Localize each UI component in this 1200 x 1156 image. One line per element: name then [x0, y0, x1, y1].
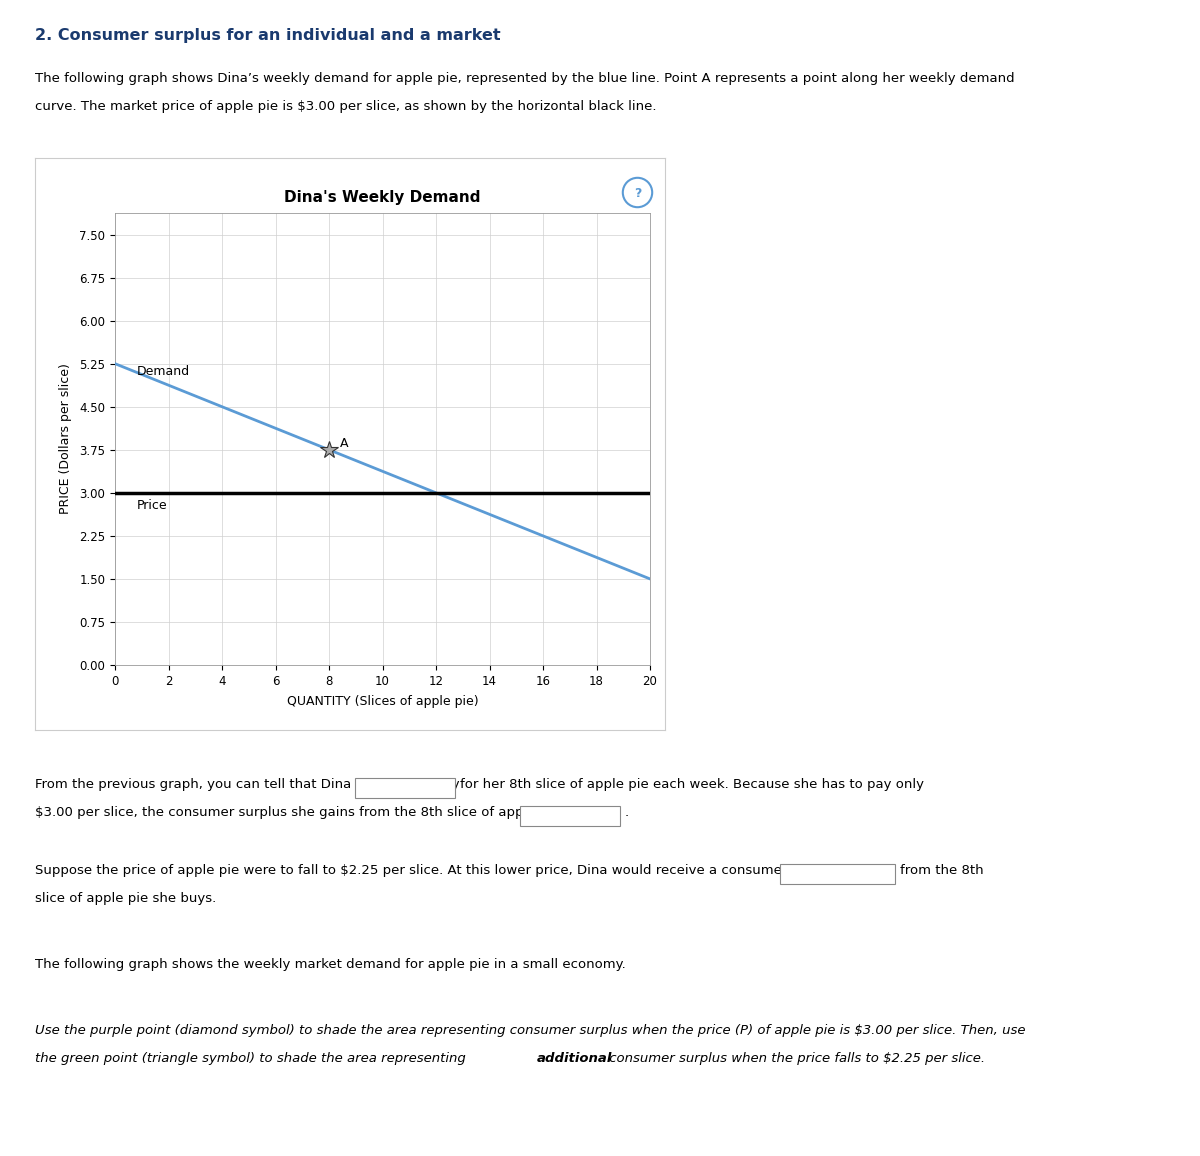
Text: A: A — [340, 437, 348, 450]
Text: Suppose the price of apple pie were to fall to $2.25 per slice. At this lower pr: Suppose the price of apple pie were to f… — [35, 864, 857, 877]
FancyBboxPatch shape — [520, 806, 620, 827]
FancyBboxPatch shape — [780, 864, 895, 884]
Text: Price: Price — [137, 499, 167, 512]
Text: Use the purple point (diamond symbol) to shade the area representing consumer su: Use the purple point (diamond symbol) to… — [35, 1024, 1026, 1037]
Text: consumer surplus when the price falls to $2.25 per slice.: consumer surplus when the price falls to… — [605, 1052, 985, 1065]
FancyBboxPatch shape — [355, 778, 455, 798]
Text: curve. The market price of apple pie is $3.00 per slice, as shown by the horizon: curve. The market price of apple pie is … — [35, 101, 656, 113]
Text: $: $ — [360, 780, 368, 793]
Text: ?: ? — [634, 187, 641, 200]
Text: $: $ — [526, 808, 534, 821]
Text: 2. Consumer surplus for an individual and a market: 2. Consumer surplus for an individual an… — [35, 28, 500, 43]
Text: The following graph shows the weekly market demand for apple pie in a small econ: The following graph shows the weekly mar… — [35, 958, 625, 971]
X-axis label: QUANTITY (Slices of apple pie): QUANTITY (Slices of apple pie) — [287, 695, 479, 707]
Text: $3.00 per slice, the consumer surplus she gains from the 8th slice of apple pie : $3.00 per slice, the consumer surplus sh… — [35, 806, 575, 818]
Text: from the 8th: from the 8th — [900, 864, 984, 877]
Text: The following graph shows Dina’s weekly demand for apple pie, represented by the: The following graph shows Dina’s weekly … — [35, 72, 1015, 86]
Title: Dina's Weekly Demand: Dina's Weekly Demand — [284, 190, 481, 205]
Text: the green point (triangle symbol) to shade the area representing: the green point (triangle symbol) to sha… — [35, 1052, 470, 1065]
Text: $: $ — [785, 866, 793, 880]
Text: Demand: Demand — [137, 365, 190, 378]
Y-axis label: PRICE (Dollars per slice): PRICE (Dollars per slice) — [59, 364, 72, 514]
Text: additional: additional — [538, 1052, 612, 1065]
Text: .: . — [625, 806, 629, 818]
Text: for her 8th slice of apple pie each week. Because she has to pay only: for her 8th slice of apple pie each week… — [460, 778, 924, 791]
Text: slice of apple pie she buys.: slice of apple pie she buys. — [35, 892, 216, 905]
Text: From the previous graph, you can tell that Dina is willing to pay: From the previous graph, you can tell th… — [35, 778, 460, 791]
